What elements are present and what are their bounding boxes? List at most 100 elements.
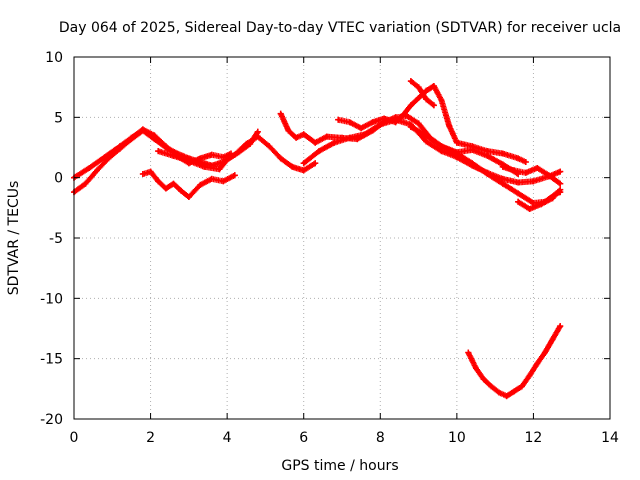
data-point bbox=[530, 178, 537, 185]
data-point bbox=[557, 323, 564, 330]
data-point bbox=[147, 168, 154, 175]
data-point bbox=[415, 95, 422, 101]
data-point bbox=[465, 349, 472, 356]
data-point bbox=[277, 155, 284, 162]
x-tick-label: 2 bbox=[146, 430, 155, 446]
data-point bbox=[208, 151, 215, 158]
data-point bbox=[430, 83, 437, 89]
data-point bbox=[266, 143, 273, 150]
y-tick-label: 5 bbox=[54, 110, 63, 126]
data-point bbox=[469, 143, 476, 150]
series-markers bbox=[335, 83, 529, 165]
data-point bbox=[247, 140, 254, 147]
series-arc-3 bbox=[139, 168, 238, 200]
data-point bbox=[285, 127, 292, 134]
data-point bbox=[381, 115, 388, 122]
data-point bbox=[503, 393, 510, 400]
data-point bbox=[499, 150, 506, 157]
data-point bbox=[511, 388, 518, 395]
data-point bbox=[235, 149, 242, 156]
data-point bbox=[277, 110, 284, 117]
data-point bbox=[522, 159, 529, 165]
data-point bbox=[300, 131, 307, 138]
data-point bbox=[469, 160, 476, 167]
data-point bbox=[407, 124, 414, 130]
data-point bbox=[534, 360, 541, 367]
series-markers bbox=[407, 124, 564, 206]
y-tick-label: 0 bbox=[54, 171, 63, 187]
data-point bbox=[220, 178, 227, 185]
data-point bbox=[323, 133, 330, 140]
data-point bbox=[94, 167, 100, 174]
data-point bbox=[557, 168, 564, 175]
series-layer bbox=[71, 78, 564, 400]
grid bbox=[74, 57, 610, 419]
data-point bbox=[423, 138, 430, 145]
data-point bbox=[155, 178, 162, 185]
data-point bbox=[415, 120, 422, 127]
x-tick-label: 4 bbox=[223, 430, 232, 446]
x-tick-label: 12 bbox=[525, 430, 543, 446]
data-point bbox=[488, 383, 495, 390]
data-point bbox=[545, 172, 552, 179]
data-point bbox=[128, 136, 135, 143]
series-arc-7 bbox=[335, 83, 529, 165]
data-point bbox=[526, 372, 533, 379]
data-point bbox=[453, 150, 460, 157]
data-point bbox=[438, 143, 445, 150]
data-point bbox=[515, 198, 522, 205]
data-point bbox=[392, 119, 399, 126]
data-point bbox=[484, 148, 491, 155]
series-arc-4 bbox=[155, 128, 261, 173]
data-point bbox=[538, 201, 545, 208]
x-tick-label: 0 bbox=[70, 430, 79, 446]
data-point bbox=[170, 180, 177, 187]
data-point bbox=[549, 195, 556, 202]
data-point bbox=[534, 165, 541, 171]
data-point bbox=[155, 148, 162, 155]
x-tick-label: 14 bbox=[601, 430, 619, 446]
data-point bbox=[185, 194, 192, 200]
data-point bbox=[499, 180, 506, 187]
data-point bbox=[331, 139, 338, 146]
data-point bbox=[369, 119, 376, 126]
data-point bbox=[415, 84, 422, 91]
data-point bbox=[511, 167, 518, 174]
data-point bbox=[201, 163, 208, 170]
data-point bbox=[515, 155, 522, 162]
data-point bbox=[446, 122, 453, 129]
data-point bbox=[300, 167, 307, 174]
y-tick-label: -20 bbox=[40, 412, 63, 428]
y-axis-ticks: 10 5 0 -5 -10 -15 -20 bbox=[40, 50, 610, 428]
data-point bbox=[300, 160, 307, 167]
y-axis-label: SDTVAR / TECUs bbox=[6, 181, 22, 296]
data-point bbox=[480, 376, 487, 383]
data-point bbox=[423, 96, 430, 103]
data-point bbox=[312, 139, 319, 146]
data-point bbox=[162, 144, 169, 151]
data-point bbox=[216, 166, 223, 173]
x-tick-label: 8 bbox=[376, 430, 385, 446]
data-point bbox=[231, 172, 238, 179]
series-arc-9 bbox=[407, 124, 564, 206]
data-point bbox=[522, 169, 529, 176]
data-point bbox=[453, 139, 460, 146]
data-point bbox=[293, 134, 300, 141]
data-point bbox=[335, 116, 342, 123]
series-arc-11 bbox=[515, 186, 564, 212]
data-point bbox=[515, 190, 522, 197]
data-point bbox=[557, 186, 564, 193]
x-axis-label: GPS time / hours bbox=[281, 458, 398, 474]
data-point bbox=[484, 171, 491, 177]
y-tick-label: -5 bbox=[49, 231, 63, 247]
data-point bbox=[557, 180, 564, 187]
data-point bbox=[518, 383, 525, 390]
data-point bbox=[473, 365, 479, 372]
data-point bbox=[139, 171, 146, 177]
data-point bbox=[541, 349, 548, 356]
y-tick-label: -15 bbox=[40, 352, 63, 368]
data-point bbox=[312, 160, 319, 167]
y-tick-label: 10 bbox=[45, 50, 63, 66]
data-point bbox=[515, 179, 522, 186]
chart-title: Day 064 of 2025, Sidereal Day-to-day VTE… bbox=[59, 20, 621, 36]
